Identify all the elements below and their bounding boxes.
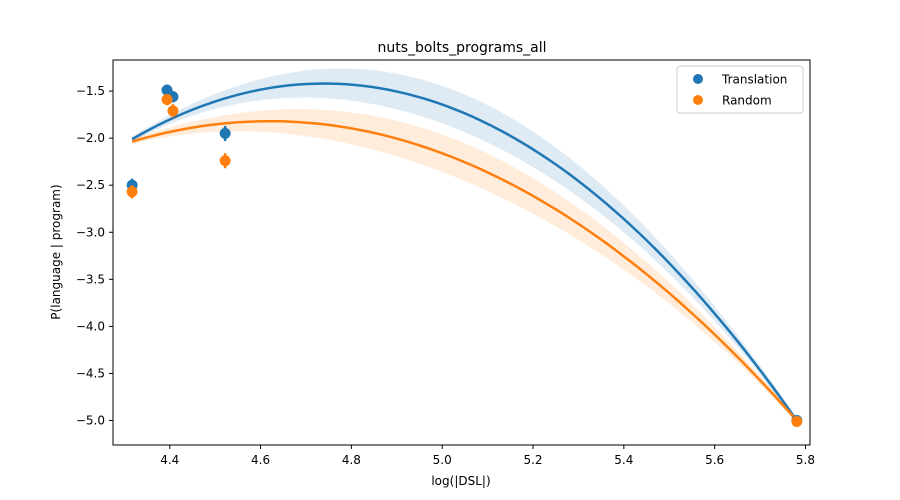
legend: Translation Random xyxy=(676,65,804,114)
y-tick-label: −3.5 xyxy=(76,272,105,286)
y-tick-label: −3.0 xyxy=(76,225,105,239)
data-point-translation xyxy=(219,127,231,139)
y-tick-label: −2.0 xyxy=(76,131,105,145)
legend-marker-translation xyxy=(693,74,703,84)
confidence-band-translation xyxy=(132,68,797,424)
x-tick-label: 5.6 xyxy=(705,453,724,467)
fit-line-random xyxy=(131,119,798,422)
x-tick-label: 4.8 xyxy=(342,453,361,467)
plot-frame xyxy=(112,59,811,446)
x-tick-label: 5.0 xyxy=(433,453,452,467)
y-axis-title: P(language | program) xyxy=(49,184,63,319)
x-tick-label: 5.4 xyxy=(614,453,633,467)
data-point-random xyxy=(791,415,803,427)
x-tick-label: 4.6 xyxy=(251,453,270,467)
legend-frame xyxy=(676,65,804,114)
confidence-band-random xyxy=(132,109,797,424)
y-tick-label: −4.0 xyxy=(76,319,105,333)
fit-line-translation xyxy=(131,82,798,422)
x-tick-label: 4.4 xyxy=(160,453,179,467)
y-tick-label: −2.5 xyxy=(76,178,105,192)
data-points xyxy=(126,84,803,427)
x-axis: 4.4 4.6 4.8 5.0 5.2 5.4 5.6 5.8 xyxy=(160,445,815,467)
data-point-random xyxy=(167,105,179,117)
y-tick-label: −4.5 xyxy=(76,366,105,380)
x-tick-label: 5.8 xyxy=(796,453,815,467)
data-point-random xyxy=(219,155,231,167)
data-point-random xyxy=(126,186,138,198)
legend-marker-random xyxy=(693,95,703,105)
chart-title: nuts_bolts_programs_all xyxy=(377,40,546,56)
fit-curves xyxy=(131,82,798,422)
y-tick-label: −5.0 xyxy=(76,414,105,428)
x-tick-label: 5.2 xyxy=(523,453,542,467)
x-axis-title: log(|DSL|) xyxy=(431,474,490,488)
y-axis: −1.5 −2.0 −2.5 −3.0 −3.5 −4.0 −4.5 −5.0 xyxy=(76,84,113,428)
legend-label-translation: Translation xyxy=(721,73,787,87)
confidence-bands xyxy=(132,68,797,424)
legend-label-random: Random xyxy=(722,94,772,108)
y-tick-label: −1.5 xyxy=(76,84,105,98)
data-point-random xyxy=(161,94,173,106)
